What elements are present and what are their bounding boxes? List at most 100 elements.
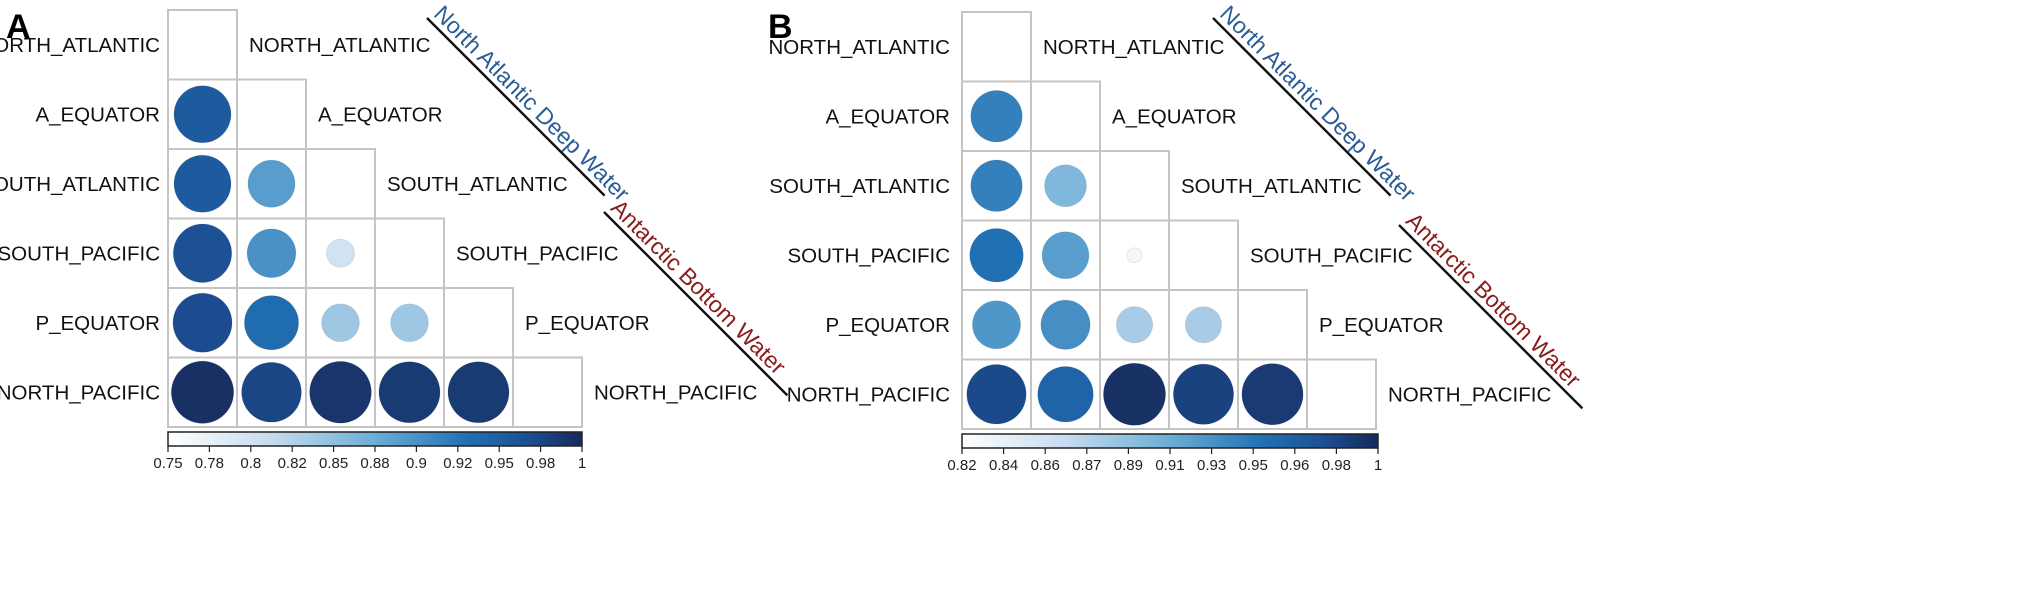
corr-circle-north-pacific-south-atlantic [1102, 362, 1167, 426]
corr-circle-south-pacific-south-atlantic [325, 238, 356, 268]
corr-circle-p-equator-a-equator [1040, 299, 1091, 350]
colorbar-tick-label-9: 0.98 [526, 455, 555, 472]
corr-circle-north-pacific-a-equator [241, 361, 302, 423]
corr-circle-p-equator-south-pacific [1184, 306, 1223, 344]
corr-circle-p-equator-south-atlantic [321, 303, 360, 343]
colorbar-tick-label-4: 0.85 [319, 455, 348, 472]
colorbar-tick-label-1: 0.84 [989, 457, 1018, 474]
corr-circle-p-equator-south-atlantic [1115, 306, 1154, 344]
grid-cell-north-atlantic-north-atlantic [167, 9, 238, 81]
diag-label-north-atlantic: NORTH_ATLANTIC [249, 34, 431, 57]
colorbar-tick-label-0: 0.82 [947, 457, 976, 474]
group-line-aabw [603, 211, 789, 397]
diag-label-north-atlantic: NORTH_ATLANTIC [1043, 36, 1225, 59]
row-label-north-atlantic: NORTH_ATLANTIC [769, 36, 951, 59]
grid-cell-north-pacific-north-pacific [1306, 358, 1377, 430]
diag-label-south-atlantic: SOUTH_ATLANTIC [387, 173, 568, 196]
row-label-north-pacific: NORTH_PACIFIC [787, 383, 950, 406]
group-label-aabw: Antarctic Bottom Water [1401, 207, 1586, 392]
colorbar-tick-label-1: 0.78 [195, 455, 224, 472]
colorbar-tick-label-7: 0.95 [1239, 457, 1268, 474]
colorbar-tick-label-7: 0.92 [443, 455, 472, 472]
colorbar [167, 431, 583, 447]
row-label-a-equator: A_EQUATOR [35, 103, 160, 126]
row-label-north-pacific: NORTH_PACIFIC [0, 381, 160, 404]
grid-cell-a-equator-a-equator [1030, 80, 1101, 152]
group-line-nadw [1212, 17, 1392, 197]
grid-cell-p-equator-p-equator [443, 287, 514, 359]
group-line-aabw [1398, 224, 1584, 410]
grid-cell-south-pacific-south-pacific [1168, 219, 1239, 291]
diag-label-p-equator: P_EQUATOR [525, 312, 650, 335]
colorbar-tick-label-3: 0.87 [1072, 457, 1101, 474]
group-label-aabw: Antarctic Bottom Water [606, 194, 791, 379]
corr-circle-a-equator-north-atlantic [970, 90, 1023, 143]
diag-label-south-pacific: SOUTH_PACIFIC [456, 242, 619, 265]
diag-label-p-equator: P_EQUATOR [1319, 314, 1444, 337]
colorbar-tick-label-2: 0.8 [240, 455, 261, 472]
corr-circle-north-pacific-north-atlantic [966, 364, 1027, 425]
corr-circle-a-equator-north-atlantic [173, 85, 232, 144]
grid-cell-a-equator-a-equator [236, 78, 307, 150]
colorbar-tick-label-8: 0.96 [1280, 457, 1309, 474]
group-line-nadw [426, 17, 606, 197]
colorbar-tick-label-2: 0.86 [1031, 457, 1060, 474]
diag-label-north-pacific: NORTH_PACIFIC [594, 381, 757, 404]
corr-circle-south-pacific-a-equator [1041, 231, 1090, 280]
diag-label-south-pacific: SOUTH_PACIFIC [1250, 244, 1413, 267]
row-label-p-equator: P_EQUATOR [35, 312, 160, 335]
corr-circle-north-pacific-south-pacific [378, 361, 441, 424]
corr-circle-south-atlantic-a-equator [247, 159, 296, 208]
row-label-south-atlantic: SOUTH_ATLANTIC [769, 175, 950, 198]
panel-a: ANORTH_ATLANTICNORTH_ATLANTICA_EQUATORA_… [0, 0, 791, 472]
diag-label-a-equator: A_EQUATOR [1112, 105, 1237, 128]
corr-circle-south-pacific-a-equator [246, 228, 297, 279]
corr-circle-north-pacific-north-atlantic [170, 360, 235, 424]
grid-cell-south-atlantic-south-atlantic [1099, 150, 1170, 222]
colorbar-tick-label-9: 0.98 [1322, 457, 1351, 474]
grid-cell-north-atlantic-north-atlantic [961, 11, 1032, 83]
corr-circle-south-atlantic-north-atlantic [970, 159, 1023, 212]
corr-circle-north-pacific-south-pacific [1172, 363, 1235, 425]
corr-circle-south-pacific-south-atlantic [1126, 247, 1143, 264]
corr-circle-south-pacific-north-atlantic [969, 227, 1024, 283]
colorbar-tick-label-8: 0.95 [485, 455, 514, 472]
diag-label-south-atlantic: SOUTH_ATLANTIC [1181, 175, 1362, 198]
corr-circle-south-atlantic-north-atlantic [173, 154, 232, 213]
colorbar-tick-label-10: 1 [578, 455, 586, 472]
group-bracket-aabw: Antarctic Bottom Water [1398, 207, 1586, 410]
colorbar-tick-label-10: 1 [1374, 457, 1382, 474]
row-label-a-equator: A_EQUATOR [825, 105, 950, 128]
row-label-south-atlantic: SOUTH_ATLANTIC [0, 173, 160, 196]
colorbar-tick-label-5: 0.88 [360, 455, 389, 472]
corr-circle-north-pacific-p-equator [447, 361, 510, 424]
diag-label-north-pacific: NORTH_PACIFIC [1388, 383, 1551, 406]
corr-circle-north-pacific-south-atlantic [309, 360, 372, 424]
corr-circle-south-pacific-north-atlantic [172, 223, 233, 283]
diag-label-a-equator: A_EQUATOR [318, 103, 443, 126]
corr-circle-south-atlantic-a-equator [1044, 164, 1087, 208]
grid-cell-south-pacific-south-pacific [374, 217, 445, 289]
row-label-north-atlantic: NORTH_ATLANTIC [0, 34, 160, 57]
corr-circle-p-equator-south-pacific [390, 303, 429, 343]
colorbar [961, 433, 1379, 449]
corr-circle-north-pacific-p-equator [1241, 363, 1304, 426]
colorbar-tick-label-3: 0.82 [278, 455, 307, 472]
corr-circle-p-equator-north-atlantic [172, 292, 233, 353]
colorbar-tick-label-6: 0.93 [1197, 457, 1226, 474]
corr-circle-p-equator-a-equator [243, 295, 300, 351]
corr-circle-north-pacific-a-equator [1037, 365, 1094, 423]
colorbar-tick-label-5: 0.91 [1155, 457, 1184, 474]
panel-letter: B [768, 8, 793, 46]
panel-letter: A [6, 8, 31, 46]
row-label-south-pacific: SOUTH_PACIFIC [0, 242, 160, 265]
grid-cell-south-atlantic-south-atlantic [305, 148, 376, 220]
corr-circle-p-equator-north-atlantic [971, 300, 1022, 350]
grid-cell-p-equator-p-equator [1237, 289, 1308, 361]
group-bracket-aabw: Antarctic Bottom Water [603, 194, 791, 397]
colorbar-tick-label-0: 0.75 [153, 455, 182, 472]
row-label-p-equator: P_EQUATOR [825, 314, 950, 337]
grid-cell-north-pacific-north-pacific [512, 356, 583, 428]
colorbar-tick-label-6: 0.9 [406, 455, 427, 472]
